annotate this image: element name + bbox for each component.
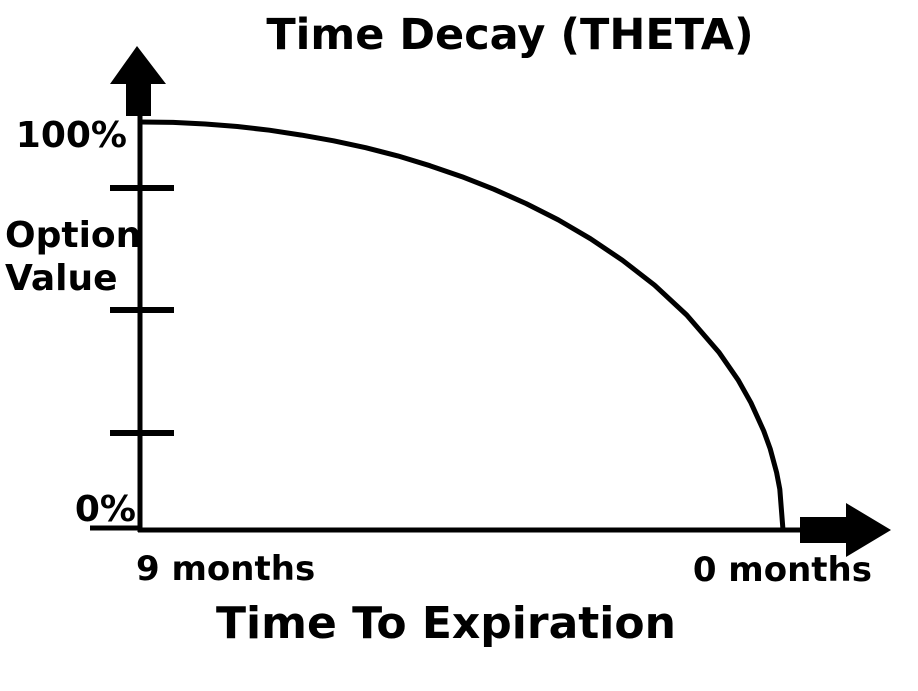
y-axis-title-line-1: Option [5, 215, 141, 256]
x-axis-right-label: 0 months [693, 550, 872, 590]
y-axis-up-arrow-icon [110, 46, 166, 116]
y-axis-title-line-2: Value [5, 258, 118, 299]
x-axis-left-label: 9 months [136, 549, 315, 589]
chart-title: Time Decay (THETA) [266, 10, 753, 60]
x-axis-title: Time To Expiration [216, 598, 676, 649]
decay-curve [138, 119, 786, 533]
x-axis-right-arrow-icon [800, 503, 891, 557]
y-axis-ticks [90, 185, 174, 531]
y-axis-min-label: 0% [75, 489, 136, 530]
y-axis-max-label: 100% [16, 115, 127, 156]
